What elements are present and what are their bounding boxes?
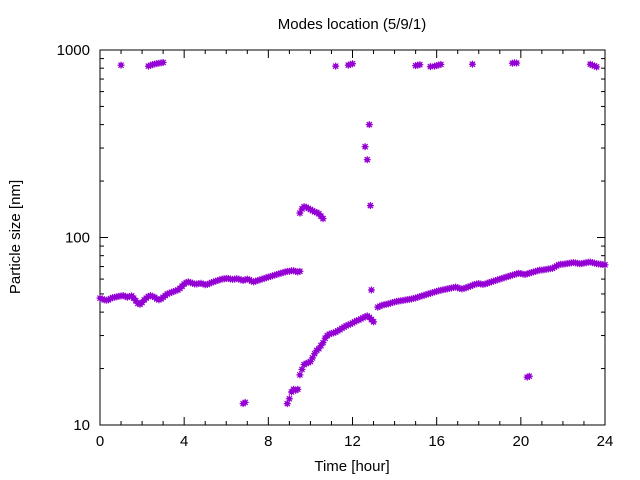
data-point: [159, 58, 167, 66]
y-axis-label: Particle size [nm]: [7, 180, 24, 294]
data-point: [315, 345, 323, 353]
y-tick-label: 100: [65, 230, 90, 247]
data-point: [296, 267, 304, 275]
data-point: [296, 371, 304, 379]
data-point: [241, 398, 249, 406]
data-points: [96, 58, 609, 408]
data-point: [366, 202, 374, 210]
data-point: [285, 395, 293, 403]
data-point: [349, 60, 356, 68]
data-point: [117, 61, 125, 69]
data-point: [525, 372, 533, 380]
data-point: [363, 156, 371, 164]
data-point: [601, 261, 609, 269]
x-axis-label: Time [hour]: [314, 458, 389, 475]
x-tick-label: 12: [344, 433, 361, 450]
data-point: [319, 215, 327, 223]
x-tick-label: 4: [180, 433, 188, 450]
axis-ticks: 0 4 8 12 16 20 24 10 100 1000: [57, 42, 614, 450]
x-tick-label: 16: [428, 433, 445, 450]
data-point: [593, 63, 601, 71]
y-tick-label: 1000: [57, 42, 90, 59]
data-point: [294, 385, 302, 393]
x-tick-label: 8: [264, 433, 272, 450]
data-point: [370, 318, 378, 326]
data-point: [437, 60, 445, 68]
data-point: [365, 121, 373, 129]
data-point: [468, 60, 476, 68]
data-point: [332, 62, 340, 70]
x-tick-label: 20: [512, 433, 529, 450]
x-tick-label: 24: [597, 433, 614, 450]
x-tick-label: 0: [96, 433, 104, 450]
data-point: [416, 61, 424, 69]
data-point: [361, 143, 369, 151]
data-point: [367, 286, 375, 294]
data-point: [513, 59, 521, 67]
chart-title: Modes location (5/9/1): [278, 16, 426, 33]
y-tick-label: 10: [73, 417, 90, 434]
plot-frame: [99, 49, 606, 426]
